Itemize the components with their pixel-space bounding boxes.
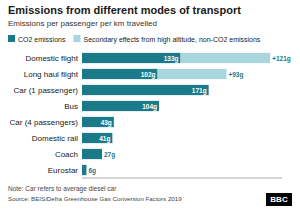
data-label: 41g — [99, 135, 110, 143]
bar — [181, 53, 271, 63]
bar — [158, 69, 227, 79]
bar — [159, 101, 160, 111]
data-label: +121g — [272, 55, 291, 63]
bar — [208, 85, 209, 95]
bar — [82, 133, 112, 143]
logo-box — [266, 193, 292, 206]
legend-entry: CO2 emissions — [18, 36, 66, 43]
bar — [102, 149, 103, 159]
legend-swatch — [8, 35, 15, 42]
bar — [82, 69, 158, 79]
y-tick-label: Long haul flight — [24, 70, 79, 79]
bars — [82, 53, 270, 175]
data-label: 27g — [104, 151, 115, 159]
data-label: 6g — [88, 167, 96, 175]
logo: BBC — [270, 195, 288, 204]
bar — [82, 117, 114, 127]
bar — [82, 165, 86, 175]
y-tick-label: Coach — [55, 150, 78, 159]
note: Note: Car refers to average diesel car — [8, 185, 117, 193]
title: Emissions from different modes of transp… — [8, 4, 241, 16]
bar — [82, 85, 209, 95]
y-tick-label: Domestic rail — [32, 134, 78, 143]
data-label: 104g — [142, 103, 157, 111]
y-tick-label: Bus — [64, 102, 78, 111]
data-label: +93g — [228, 71, 243, 79]
bar — [86, 165, 87, 175]
y-tick-label: Domestic flight — [26, 54, 79, 63]
legend-swatch — [73, 35, 80, 42]
y-tick-label: Eurostar — [48, 166, 79, 175]
bar — [113, 117, 114, 127]
y-tick-label: Car (4 passengers) — [10, 118, 79, 127]
data-label: 43g — [101, 119, 112, 127]
y-tick-label: Car (1 passenger) — [14, 86, 79, 95]
x-axis-line — [82, 178, 282, 179]
data-label: 102g — [141, 71, 156, 79]
data-label: 133g — [164, 55, 179, 63]
bar — [82, 53, 181, 63]
chart: Emissions from different modes of transp… — [0, 0, 300, 211]
data-label: 171g — [192, 87, 207, 95]
subtitle: Emissions per passenger per km travelled — [8, 19, 157, 28]
bar — [112, 133, 113, 143]
source: Source: BEIS/Defra Greenhouse Gas Conver… — [8, 195, 182, 202]
legend-entry: Secondary effects from high altitude, no… — [83, 36, 260, 44]
bar — [82, 149, 102, 159]
bar — [82, 101, 159, 111]
